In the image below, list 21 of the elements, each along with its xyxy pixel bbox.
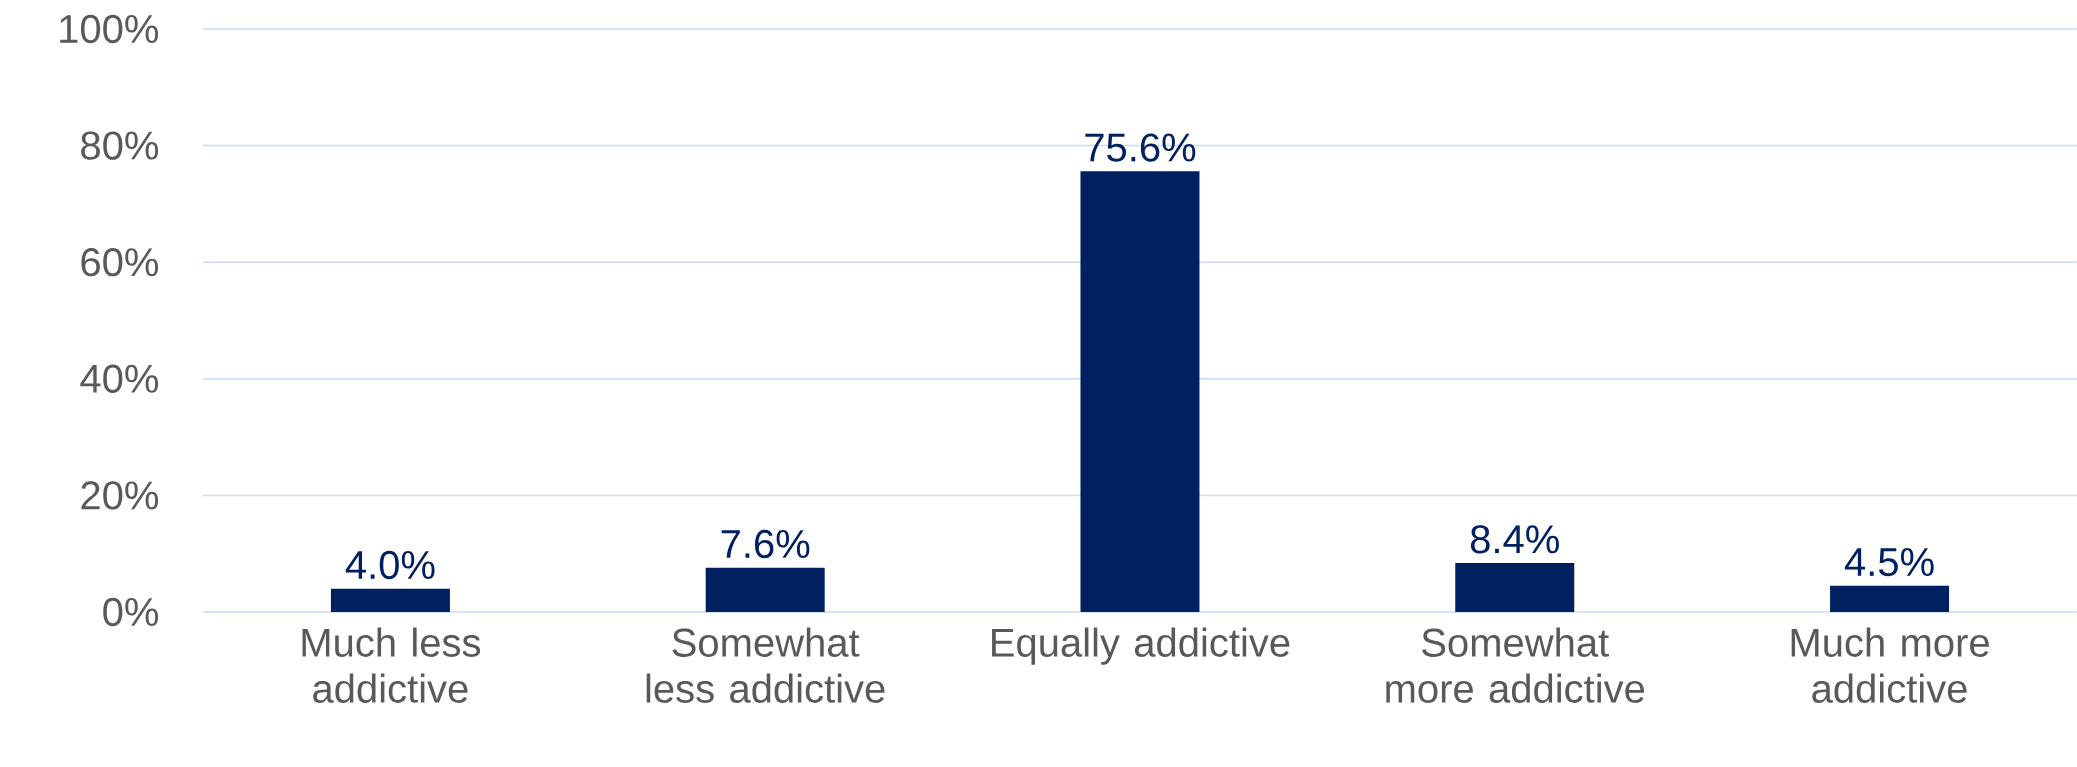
bar [1080,171,1200,612]
data-label: 8.4% [1470,525,1559,554]
data-label: 75.6% [1085,133,1196,162]
bar [1455,563,1575,612]
bar [330,588,450,612]
data-label: 4.5% [1844,548,1934,577]
y-tick-label: 0% [103,597,159,627]
y-tick-label: 100% [60,14,159,44]
y-tick-label: 20% [81,481,159,510]
y-tick-label: 40% [80,364,159,393]
x-tick-label: Equally addictive [992,627,1290,665]
data-label: 7.6% [721,529,810,559]
x-tick-label: Somewhat less addictive [646,627,885,703]
x-tick-label: Much less addictive [302,627,481,703]
y-tick-label: 80% [81,131,159,160]
x-tick-label: Much more addictive [1791,627,1989,703]
bar [705,567,825,612]
data-label: 4.0% [345,550,435,580]
x-tick-label: Somewhat more addictive [1386,627,1645,703]
y-tick-label: 60% [81,248,159,277]
bar [1830,585,1950,612]
